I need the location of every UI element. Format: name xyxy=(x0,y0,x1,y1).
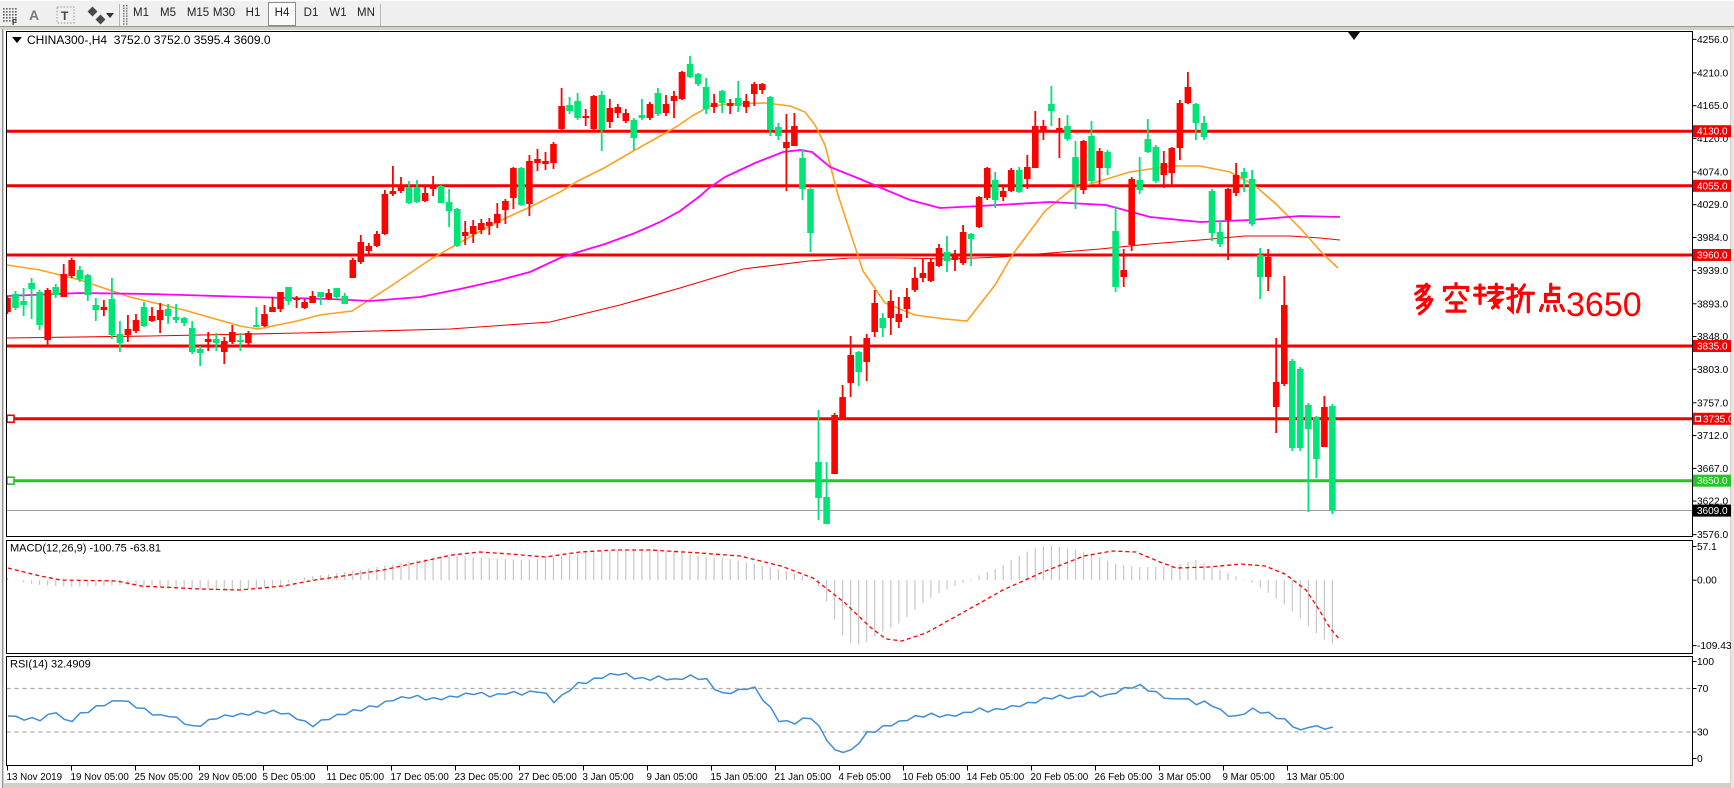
svg-text:13 Mar 05:00: 13 Mar 05:00 xyxy=(1287,772,1345,783)
svg-text:11 Dec 05:00: 11 Dec 05:00 xyxy=(327,772,385,783)
svg-text:14 Feb 05:00: 14 Feb 05:00 xyxy=(967,772,1025,783)
svg-text:3960.0: 3960.0 xyxy=(1697,251,1728,262)
svg-text:4074.0: 4074.0 xyxy=(1697,168,1728,179)
svg-text:3803.0: 3803.0 xyxy=(1697,365,1728,376)
svg-text:CHINA300-,H4 3752.0 3752.0 35: CHINA300-,H4 3752.0 3752.0 3595.4 3609.0 xyxy=(27,33,271,47)
svg-text:3 Jan 05:00: 3 Jan 05:00 xyxy=(583,772,635,783)
svg-text:9 Jan 05:00: 9 Jan 05:00 xyxy=(647,772,699,783)
svg-text:3735.0: 3735.0 xyxy=(1703,414,1734,425)
svg-text:13 Nov 2019: 13 Nov 2019 xyxy=(7,772,63,783)
svg-text:3 Mar 05:00: 3 Mar 05:00 xyxy=(1159,772,1212,783)
svg-text:3712.0: 3712.0 xyxy=(1697,431,1728,442)
svg-text:3650.0: 3650.0 xyxy=(1697,476,1728,487)
svg-text:4165.0: 4165.0 xyxy=(1697,101,1728,112)
svg-text:3609.0: 3609.0 xyxy=(1697,506,1728,517)
svg-text:MACD(12,26,9) -100.75 -63.81: MACD(12,26,9) -100.75 -63.81 xyxy=(10,543,161,555)
svg-text:23 Dec 05:00: 23 Dec 05:00 xyxy=(455,772,514,783)
svg-text:17 Dec 05:00: 17 Dec 05:00 xyxy=(391,772,450,783)
svg-text:15 Jan 05:00: 15 Jan 05:00 xyxy=(711,772,768,783)
svg-text:10 Feb 05:00: 10 Feb 05:00 xyxy=(903,772,961,783)
svg-text:3835.0: 3835.0 xyxy=(1697,342,1728,353)
svg-text:20 Feb 05:00: 20 Feb 05:00 xyxy=(1031,772,1089,783)
svg-text:0.00: 0.00 xyxy=(1697,576,1717,587)
svg-text:4210.0: 4210.0 xyxy=(1697,68,1728,79)
svg-text:RSI(14) 32.4909: RSI(14) 32.4909 xyxy=(10,659,91,671)
svg-text:4120.0: 4120.0 xyxy=(1697,134,1728,145)
svg-text:19 Nov 05:00: 19 Nov 05:00 xyxy=(71,772,130,783)
svg-text:26 Feb 05:00: 26 Feb 05:00 xyxy=(1095,772,1153,783)
svg-text:4029.0: 4029.0 xyxy=(1697,200,1728,211)
svg-text:-109.43: -109.43 xyxy=(1697,641,1732,652)
svg-text:29 Nov 05:00: 29 Nov 05:00 xyxy=(199,772,258,783)
svg-text:4055.0: 4055.0 xyxy=(1697,181,1728,192)
svg-text:3939.0: 3939.0 xyxy=(1697,266,1728,277)
svg-text:25 Nov 05:00: 25 Nov 05:00 xyxy=(135,772,194,783)
svg-text:3893.0: 3893.0 xyxy=(1697,299,1728,310)
svg-text:27 Dec 05:00: 27 Dec 05:00 xyxy=(519,772,578,783)
svg-text:4130.0: 4130.0 xyxy=(1697,127,1728,138)
svg-text:70: 70 xyxy=(1697,684,1709,695)
svg-text:4 Feb 05:00: 4 Feb 05:00 xyxy=(839,772,892,783)
svg-text:3667.0: 3667.0 xyxy=(1697,464,1728,475)
svg-text:9 Mar 05:00: 9 Mar 05:00 xyxy=(1223,772,1276,783)
svg-text:21 Jan 05:00: 21 Jan 05:00 xyxy=(775,772,832,783)
svg-text:3848.0: 3848.0 xyxy=(1697,332,1728,343)
svg-text:3650: 3650 xyxy=(1566,286,1642,324)
svg-text:3984.0: 3984.0 xyxy=(1697,233,1728,244)
svg-text:3757.0: 3757.0 xyxy=(1697,398,1728,409)
svg-text:0: 0 xyxy=(1697,754,1703,765)
svg-text:3576.0: 3576.0 xyxy=(1697,530,1728,541)
svg-text:5 Dec 05:00: 5 Dec 05:00 xyxy=(263,772,316,783)
svg-text:3622.0: 3622.0 xyxy=(1697,497,1728,508)
svg-text:T: T xyxy=(61,9,69,23)
svg-text:57.1: 57.1 xyxy=(1697,542,1717,553)
svg-text:4256.0: 4256.0 xyxy=(1697,35,1728,46)
svg-text:30: 30 xyxy=(1697,728,1709,739)
svg-text:F: F xyxy=(12,18,17,27)
svg-text:100: 100 xyxy=(1697,657,1714,668)
svg-text:A: A xyxy=(29,7,39,23)
